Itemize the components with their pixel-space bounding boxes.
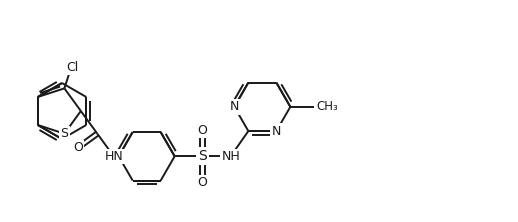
Text: HN: HN [105,150,123,163]
Text: O: O [73,141,83,154]
Text: O: O [198,176,208,189]
Text: N: N [229,100,239,113]
Text: O: O [198,124,208,137]
Text: N: N [271,125,281,138]
Text: S: S [61,127,68,140]
Text: CH₃: CH₃ [316,100,338,113]
Text: NH: NH [221,150,240,163]
Text: Cl: Cl [66,61,78,74]
Text: S: S [198,149,207,163]
